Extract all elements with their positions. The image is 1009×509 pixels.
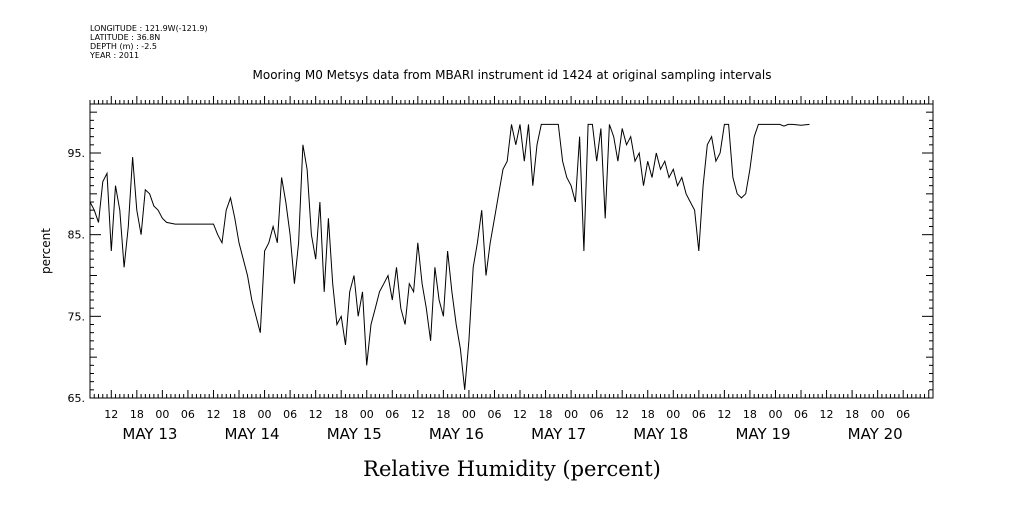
x-hour-label: 18 xyxy=(232,408,246,421)
longitude-label: LONGITUDE : 121.9W(-121.9) xyxy=(90,24,208,33)
x-hour-label: 00 xyxy=(462,408,476,421)
chart-title: Mooring M0 Metsys data from MBARI instru… xyxy=(253,68,772,82)
x-hour-label: 06 xyxy=(181,408,195,421)
y-axis: 65. 75. 85. 95. xyxy=(68,111,933,405)
x-day-label: MAY 15 xyxy=(327,425,382,443)
x-hour-label: 06 xyxy=(283,408,297,421)
x-hour-label: 00 xyxy=(871,408,885,421)
y-tick-label: 95. xyxy=(68,147,86,160)
x-day-label: MAY 19 xyxy=(735,425,790,443)
x-day-label: MAY 17 xyxy=(531,425,586,443)
x-hour-label: 12 xyxy=(104,408,118,421)
y-tick-label: 85. xyxy=(68,229,86,242)
x-hour-label: 06 xyxy=(590,408,604,421)
x-hour-label: 18 xyxy=(539,408,553,421)
plot-frame xyxy=(89,103,934,399)
x-axis: 12 18 00 06 12 18 00 06 12 18 00 06 12 18 00 06 12 18 00 06… xyxy=(89,96,934,443)
x-hour-label: 18 xyxy=(130,408,144,421)
x-hour-label: 00 xyxy=(768,408,782,421)
latitude-label: LATITUDE : 36.8N xyxy=(90,33,160,42)
x-hour-label: 06 xyxy=(896,408,910,421)
x-hour-label: 12 xyxy=(513,408,527,421)
x-hour-label: 12 xyxy=(411,408,425,421)
depth-label: DEPTH (m) : -2.5 xyxy=(90,42,157,51)
year-label: YEAR : 2011 xyxy=(89,51,139,60)
x-hour-label: 18 xyxy=(334,408,348,421)
x-hour-label: 12 xyxy=(717,408,731,421)
x-hour-label: 00 xyxy=(564,408,578,421)
x-hour-label: 00 xyxy=(666,408,680,421)
x-hour-label: 06 xyxy=(487,408,501,421)
x-hour-label: 06 xyxy=(692,408,706,421)
x-hour-label: 18 xyxy=(743,408,757,421)
x-hour-label: 06 xyxy=(385,408,399,421)
x-hour-label: 18 xyxy=(436,408,450,421)
x-hour-label: 12 xyxy=(206,408,220,421)
x-hour-label: 12 xyxy=(309,408,323,421)
x-day-label: MAY 14 xyxy=(225,425,280,443)
x-axis-label: Relative Humidity (percent) xyxy=(363,457,661,481)
x-hour-label: 00 xyxy=(155,408,169,421)
x-day-label: MAY 13 xyxy=(122,425,177,443)
x-hour-label: 12 xyxy=(615,408,629,421)
series-line xyxy=(89,123,810,390)
y-tick-label: 65. xyxy=(68,392,86,405)
x-day-label: MAY 16 xyxy=(429,425,484,443)
x-hour-label: 12 xyxy=(820,408,834,421)
y-tick-label: 75. xyxy=(68,310,86,323)
x-hour-label: 00 xyxy=(360,408,374,421)
x-hour-label: 18 xyxy=(845,408,859,421)
x-day-label: MAY 18 xyxy=(633,425,688,443)
x-hour-label: 00 xyxy=(258,408,272,421)
x-day-label: MAY 20 xyxy=(848,425,903,443)
y-axis-label: percent xyxy=(39,228,53,274)
x-hour-label: 06 xyxy=(794,408,808,421)
x-hour-label: 18 xyxy=(641,408,655,421)
